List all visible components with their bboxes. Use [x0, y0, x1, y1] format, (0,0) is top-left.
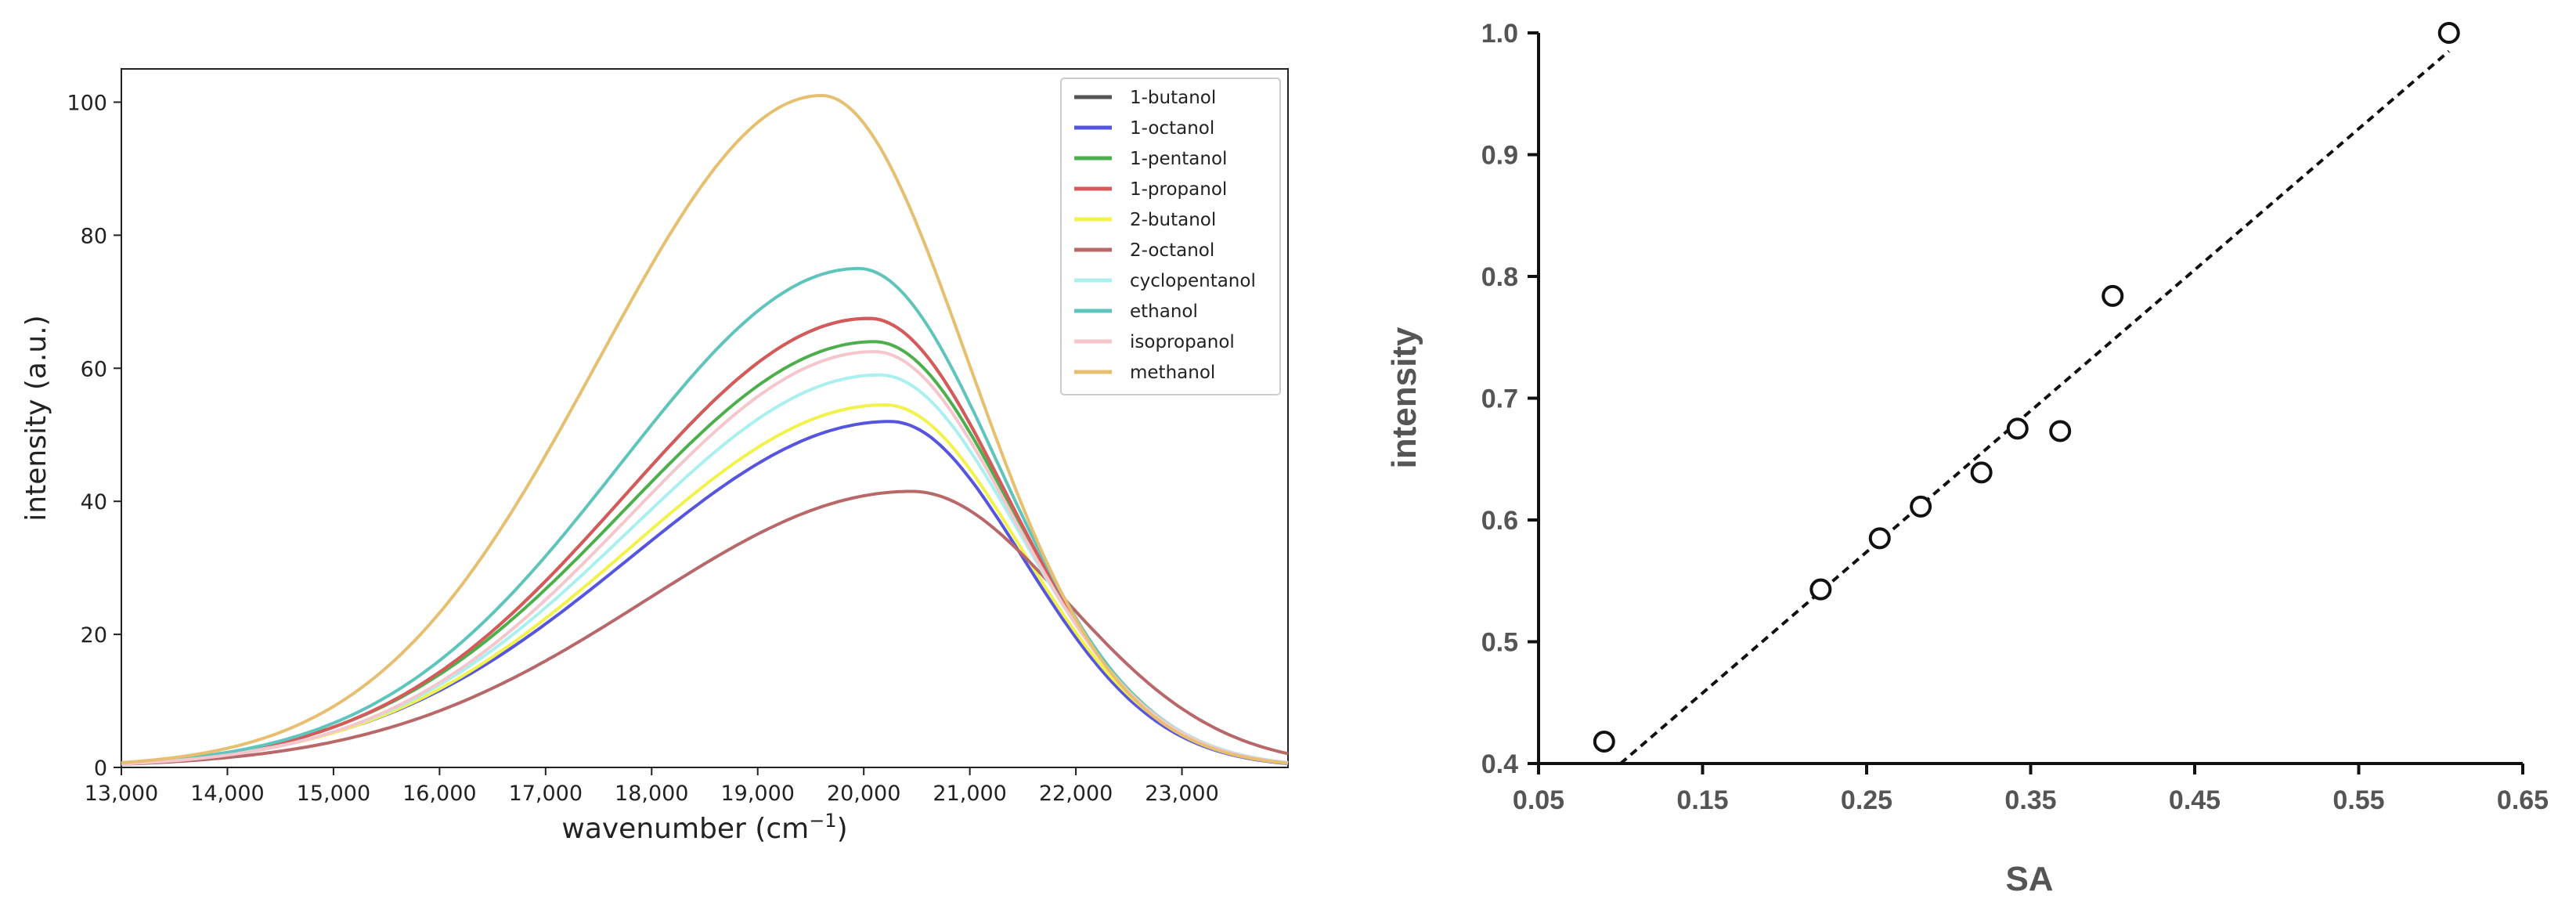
sa-scatter-chart: 0.05 0.15 0.25 0.35 0.45 0.55 0.65 0.40.50.60.…: [1385, 19, 2549, 898]
sa-x-tick-label: 0.35: [2004, 785, 2056, 815]
spectra-x-tick-label: 23,000: [1145, 782, 1218, 806]
legend-label: 1-octanol: [1130, 118, 1214, 139]
legend-label: 2-butanol: [1130, 210, 1216, 230]
spectra-x-tick-label: 22,000: [1039, 782, 1113, 806]
spectrum-line-cyclopentanol: [121, 373, 1289, 766]
spectra-x-tick-label: 17,000: [509, 782, 583, 806]
sa-data-point: [1809, 578, 1832, 601]
sa-y-tick-label: 0.8: [1481, 262, 1518, 292]
sa-x-ticks: 0.05 0.15 0.25 0.35 0.45 0.55 0.65: [1513, 764, 2549, 815]
sa-data-point: [1868, 527, 1891, 550]
spectra-y-tick-label: 20: [81, 623, 107, 648]
sa-x-tick-label: 0.45: [2169, 785, 2221, 815]
legend-label: 1-pentanol: [1130, 149, 1227, 169]
spectra-x-tick-label: 18,000: [615, 782, 688, 806]
spectra-x-tick-label: 19,000: [720, 782, 794, 806]
legend-label: 2-octanol: [1130, 240, 1214, 261]
spectrum-line-2-octanol: [121, 489, 1289, 766]
sa-x-tick-label: 0.05: [1513, 785, 1564, 815]
sa-data-point: [1593, 731, 1615, 753]
sa-trendline: [1619, 49, 2451, 765]
sa-y-ticks: 0.4 0.5 0.6 0.7 0.8 0.9 1.0: [1481, 19, 1539, 779]
spectra-x-axis-label: wavenumber (cm−1): [561, 810, 847, 845]
legend-label: cyclopentanol: [1130, 271, 1256, 291]
sa-y-tick-label: 0.9: [1481, 141, 1518, 171]
sa-data-point: [2049, 420, 2072, 442]
spectrum-line-1-octanol: [121, 420, 1289, 766]
spectra-y-tick-label: 0: [94, 756, 107, 781]
spectra-x-tick-label: 21,000: [933, 782, 1006, 806]
spectrum-line-methanol: [121, 93, 1289, 765]
spectrum-line-1-pentanol: [121, 340, 1289, 765]
sa-y-tick-label: 0.6: [1481, 506, 1518, 536]
spectra-curves: [121, 93, 1289, 766]
sa-x-tick-label: 0.25: [1841, 785, 1892, 815]
sa-y-tick-label: 1.0: [1481, 19, 1518, 49]
spectra-plot-frame: [121, 68, 1289, 768]
legend-label: methanol: [1130, 363, 1215, 383]
legend-label: isopropanol: [1130, 332, 1235, 352]
spectra-x-tick-label: 15,000: [297, 782, 370, 806]
legend-label: 1-butanol: [1130, 88, 1216, 108]
spectra-x-tick-label: 13,000: [85, 782, 158, 806]
spectra-legend: 1-butanol 1-octanol 1-pentanol 1-propanol 2-…: [1060, 78, 1281, 395]
spectra-x-ticks: 13,000 14,000 15,000 16,000 17,000 18,000 19,0…: [85, 767, 1219, 806]
sa-data-point: [1910, 495, 1932, 518]
sa-points: [1593, 22, 2460, 753]
legend-label: ethanol: [1130, 301, 1198, 322]
legend-label: 1-propanol: [1130, 179, 1227, 200]
sa-x-tick-label: 0.55: [2332, 785, 2384, 815]
spectra-y-tick-label: 60: [81, 357, 107, 381]
sa-y-tick-label: 0.5: [1481, 628, 1518, 658]
sa-y-tick-label: 0.4: [1481, 749, 1518, 779]
legend-frame: [1060, 78, 1281, 395]
sa-data-point: [2437, 22, 2460, 44]
spectra-x-tick-label: 16,000: [402, 782, 476, 806]
spectra-y-axis-label: intensity (a.u.): [20, 315, 52, 521]
spectra-y-tick-label: 100: [67, 91, 107, 115]
spectra-y-tick-label: 80: [81, 224, 107, 248]
spectra-chart: 13,000 14,000 15,000 16,000 17,000 18,000 19,0…: [20, 68, 1289, 845]
sa-data-point: [2102, 284, 2124, 307]
spectra-x-tick-label: 14,000: [190, 782, 264, 806]
sa-data-point: [1970, 461, 1993, 484]
spectrum-line-isopropanol: [121, 350, 1289, 766]
spectra-x-tick-label: 20,000: [827, 782, 900, 806]
sa-x-tick-label: 0.65: [2497, 785, 2549, 815]
sa-data-point: [2006, 417, 2029, 440]
sa-x-axis-label: SA: [2005, 860, 2053, 898]
sa-y-axis-label: intensity: [1385, 327, 1423, 468]
sa-x-tick-label: 0.15: [1676, 785, 1728, 815]
sa-y-tick-label: 0.7: [1481, 384, 1518, 414]
spectra-y-tick-label: 40: [81, 490, 107, 514]
spectra-y-ticks: 0 20 40 60 80 100: [67, 91, 121, 781]
